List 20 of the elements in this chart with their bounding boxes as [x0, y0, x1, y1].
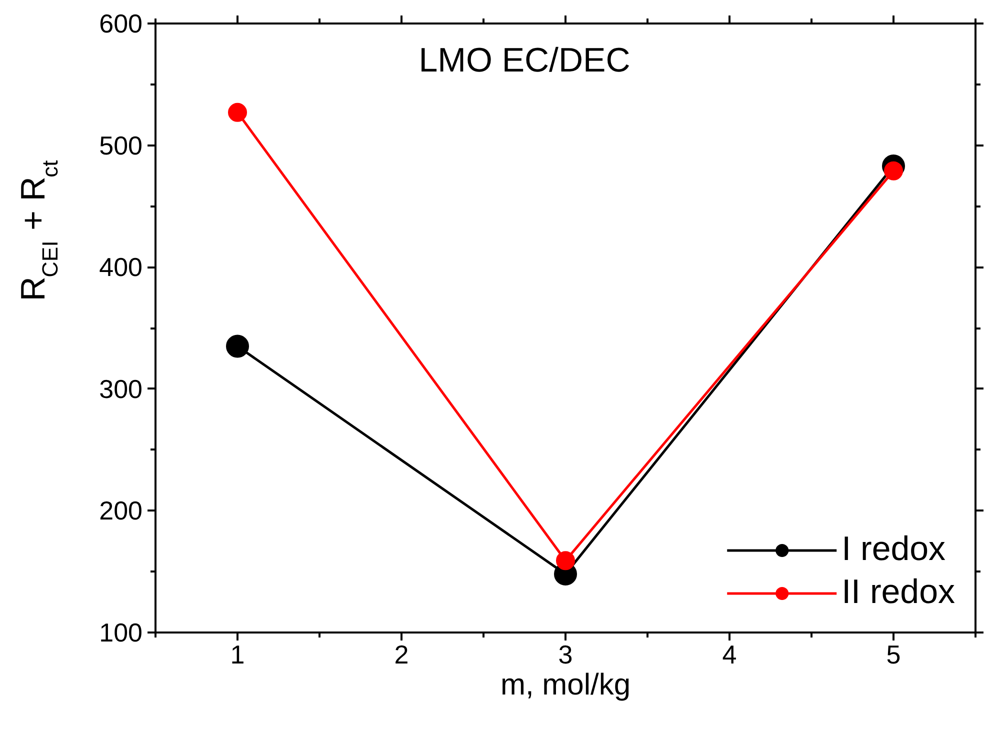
text: LMO EC/DEC — [418, 42, 630, 80]
y-tick-label: 400 — [99, 252, 143, 282]
point — [228, 102, 247, 122]
x-axis-title: m, mol/kg — [500, 668, 631, 702]
x-tick-label: 3 — [558, 640, 573, 670]
point — [556, 551, 575, 570]
legend-label: II redox — [842, 573, 955, 612]
y-tick-label: 500 — [99, 130, 143, 160]
x-tick-label: 2 — [394, 640, 409, 670]
point — [226, 334, 249, 358]
legend-label: I redox — [842, 530, 946, 569]
y-tick-label: 300 — [99, 374, 143, 404]
x-tick-label: 1 — [230, 640, 245, 670]
x-tick-label: 5 — [886, 640, 901, 670]
y-tick-label: 600 — [99, 8, 143, 38]
y-tick-label: 100 — [99, 618, 143, 648]
x-tick-label: 4 — [722, 640, 737, 670]
y-axis-title: RCEI + Rct — [14, 160, 62, 302]
point — [884, 161, 903, 180]
y-tick-label: 200 — [99, 496, 143, 526]
